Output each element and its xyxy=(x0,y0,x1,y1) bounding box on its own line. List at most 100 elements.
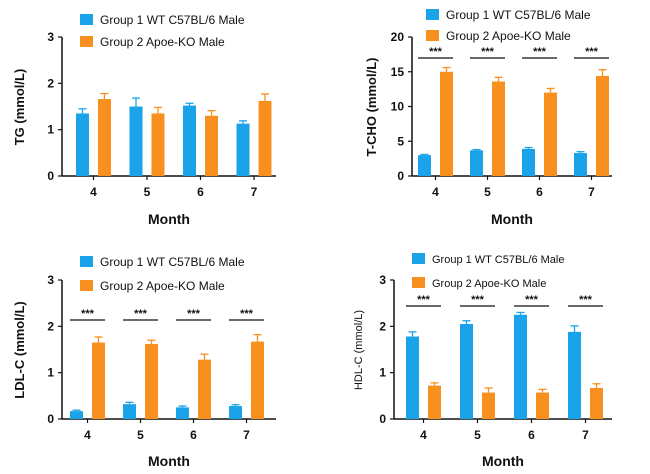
bar-group2 xyxy=(198,359,211,419)
bar-group1 xyxy=(229,406,242,419)
legend-label: Group 2 Apoe-KO Male xyxy=(446,29,571,43)
chart-panel-3: Group 1 WT C57BL/6 Male Group 2 Apoe-KO M… xyxy=(12,255,276,469)
bar-group2 xyxy=(428,385,441,419)
y-tick-label: 10 xyxy=(391,100,405,114)
chart-panel-2: Group 1 WT C57BL/6 Male Group 2 Apoe-KO M… xyxy=(364,8,612,227)
y-tick-label: 0 xyxy=(379,412,386,426)
y-tick-label: 2 xyxy=(379,319,386,333)
y-tick-label: 1 xyxy=(47,123,54,137)
bar-group2 xyxy=(544,92,557,176)
legend-label: Group 1 WT C57BL/6 Male xyxy=(100,13,245,27)
x-tick-label: 6 xyxy=(536,185,543,199)
bar-group2 xyxy=(145,343,158,419)
y-tick-label: 3 xyxy=(47,30,54,44)
x-tick-label: 4 xyxy=(420,428,427,442)
legend-label: Group 2 Apoe-KO Male xyxy=(100,279,225,293)
bar-group2 xyxy=(536,392,549,419)
legend-swatch xyxy=(426,9,439,20)
significance-label: *** xyxy=(471,294,485,306)
bar-group1 xyxy=(70,411,83,419)
y-tick-label: 0 xyxy=(47,169,54,183)
bar-group2 xyxy=(492,81,505,176)
bar-group2 xyxy=(151,113,165,176)
x-tick-label: 6 xyxy=(190,428,197,442)
chart-panel-4: Group 1 WT C57BL/6 Male Group 2 Apoe-KO M… xyxy=(353,253,612,469)
legend-label: Group 2 Apoe-KO Male xyxy=(100,35,225,49)
bar-group1 xyxy=(470,150,483,176)
chart-panel-1: Group 1 WT C57BL/6 Male Group 2 Apoe-KO M… xyxy=(12,13,276,227)
legend-label: Group 1 WT C57BL/6 Male xyxy=(432,254,564,266)
y-tick-label: 15 xyxy=(391,65,405,79)
y-tick-label: 0 xyxy=(47,412,54,426)
bar-group1 xyxy=(574,153,587,176)
y-tick-label: 0 xyxy=(397,169,404,183)
x-tick-label: 7 xyxy=(243,428,250,442)
y-tick-label: 3 xyxy=(47,273,54,287)
significance-label: *** xyxy=(240,308,254,320)
bar-group1 xyxy=(123,404,136,419)
bar-group2 xyxy=(92,342,105,419)
significance-label: *** xyxy=(525,294,539,306)
x-tick-label: 7 xyxy=(588,185,595,199)
significance-label: *** xyxy=(429,46,443,58)
bar-group1 xyxy=(418,155,431,176)
x-tick-label: 7 xyxy=(251,185,258,199)
x-tick-label: 4 xyxy=(90,185,97,199)
legend-swatch xyxy=(80,36,93,47)
x-axis-label: Month xyxy=(148,211,190,227)
y-axis-label: HDL-C (mmol/L) xyxy=(353,310,365,390)
bar-group2 xyxy=(590,387,603,419)
bar-group1 xyxy=(460,324,473,419)
y-axis-label: LDL-C (mmol/L) xyxy=(12,301,27,398)
x-tick-label: 5 xyxy=(484,185,491,199)
bar-group1 xyxy=(183,105,196,176)
y-tick-label: 1 xyxy=(47,366,54,380)
bar-group2 xyxy=(205,115,218,176)
legend-swatch xyxy=(426,30,439,41)
y-tick-label: 2 xyxy=(47,319,54,333)
significance-label: *** xyxy=(81,308,95,320)
significance-label: *** xyxy=(417,294,431,306)
x-tick-label: 4 xyxy=(84,428,91,442)
bar-group1 xyxy=(568,331,581,419)
x-tick-label: 5 xyxy=(144,185,151,199)
bar-group2 xyxy=(440,71,453,176)
x-tick-label: 7 xyxy=(582,428,589,442)
legend-swatch xyxy=(412,277,425,288)
bar-group2 xyxy=(596,75,609,176)
bar-group1 xyxy=(236,123,250,176)
y-tick-label: 2 xyxy=(47,76,54,90)
bar-group1 xyxy=(406,336,419,419)
x-tick-label: 6 xyxy=(197,185,204,199)
y-tick-label: 3 xyxy=(379,273,386,287)
legend-swatch xyxy=(80,14,93,25)
y-tick-label: 20 xyxy=(391,30,405,44)
legend-label: Group 1 WT C57BL/6 Male xyxy=(100,255,245,269)
significance-label: *** xyxy=(579,294,593,306)
y-tick-label: 1 xyxy=(379,366,386,380)
x-tick-label: 5 xyxy=(137,428,144,442)
x-tick-label: 4 xyxy=(432,185,439,199)
y-axis-label: TG (mmol/L) xyxy=(12,69,27,146)
legend-label: Group 1 WT C57BL/6 Male xyxy=(446,8,591,22)
bar-group2 xyxy=(482,392,495,419)
bar-group1 xyxy=(129,106,143,176)
significance-label: *** xyxy=(533,46,547,58)
bar-group1 xyxy=(176,407,189,419)
bar-group2 xyxy=(258,100,272,176)
significance-label: *** xyxy=(187,308,201,320)
x-tick-label: 6 xyxy=(528,428,535,442)
bar-group1 xyxy=(522,148,535,176)
bar-group1 xyxy=(514,314,527,419)
x-axis-label: Month xyxy=(482,453,524,469)
y-axis-label: T-CHO (mmol/L) xyxy=(364,58,379,157)
y-tick-label: 5 xyxy=(397,134,404,148)
x-axis-label: Month xyxy=(148,453,190,469)
significance-label: *** xyxy=(481,46,495,58)
legend-swatch xyxy=(412,253,425,264)
legend-swatch xyxy=(80,280,93,291)
x-tick-label: 5 xyxy=(474,428,481,442)
significance-label: *** xyxy=(134,308,148,320)
bar-group1 xyxy=(76,113,89,176)
